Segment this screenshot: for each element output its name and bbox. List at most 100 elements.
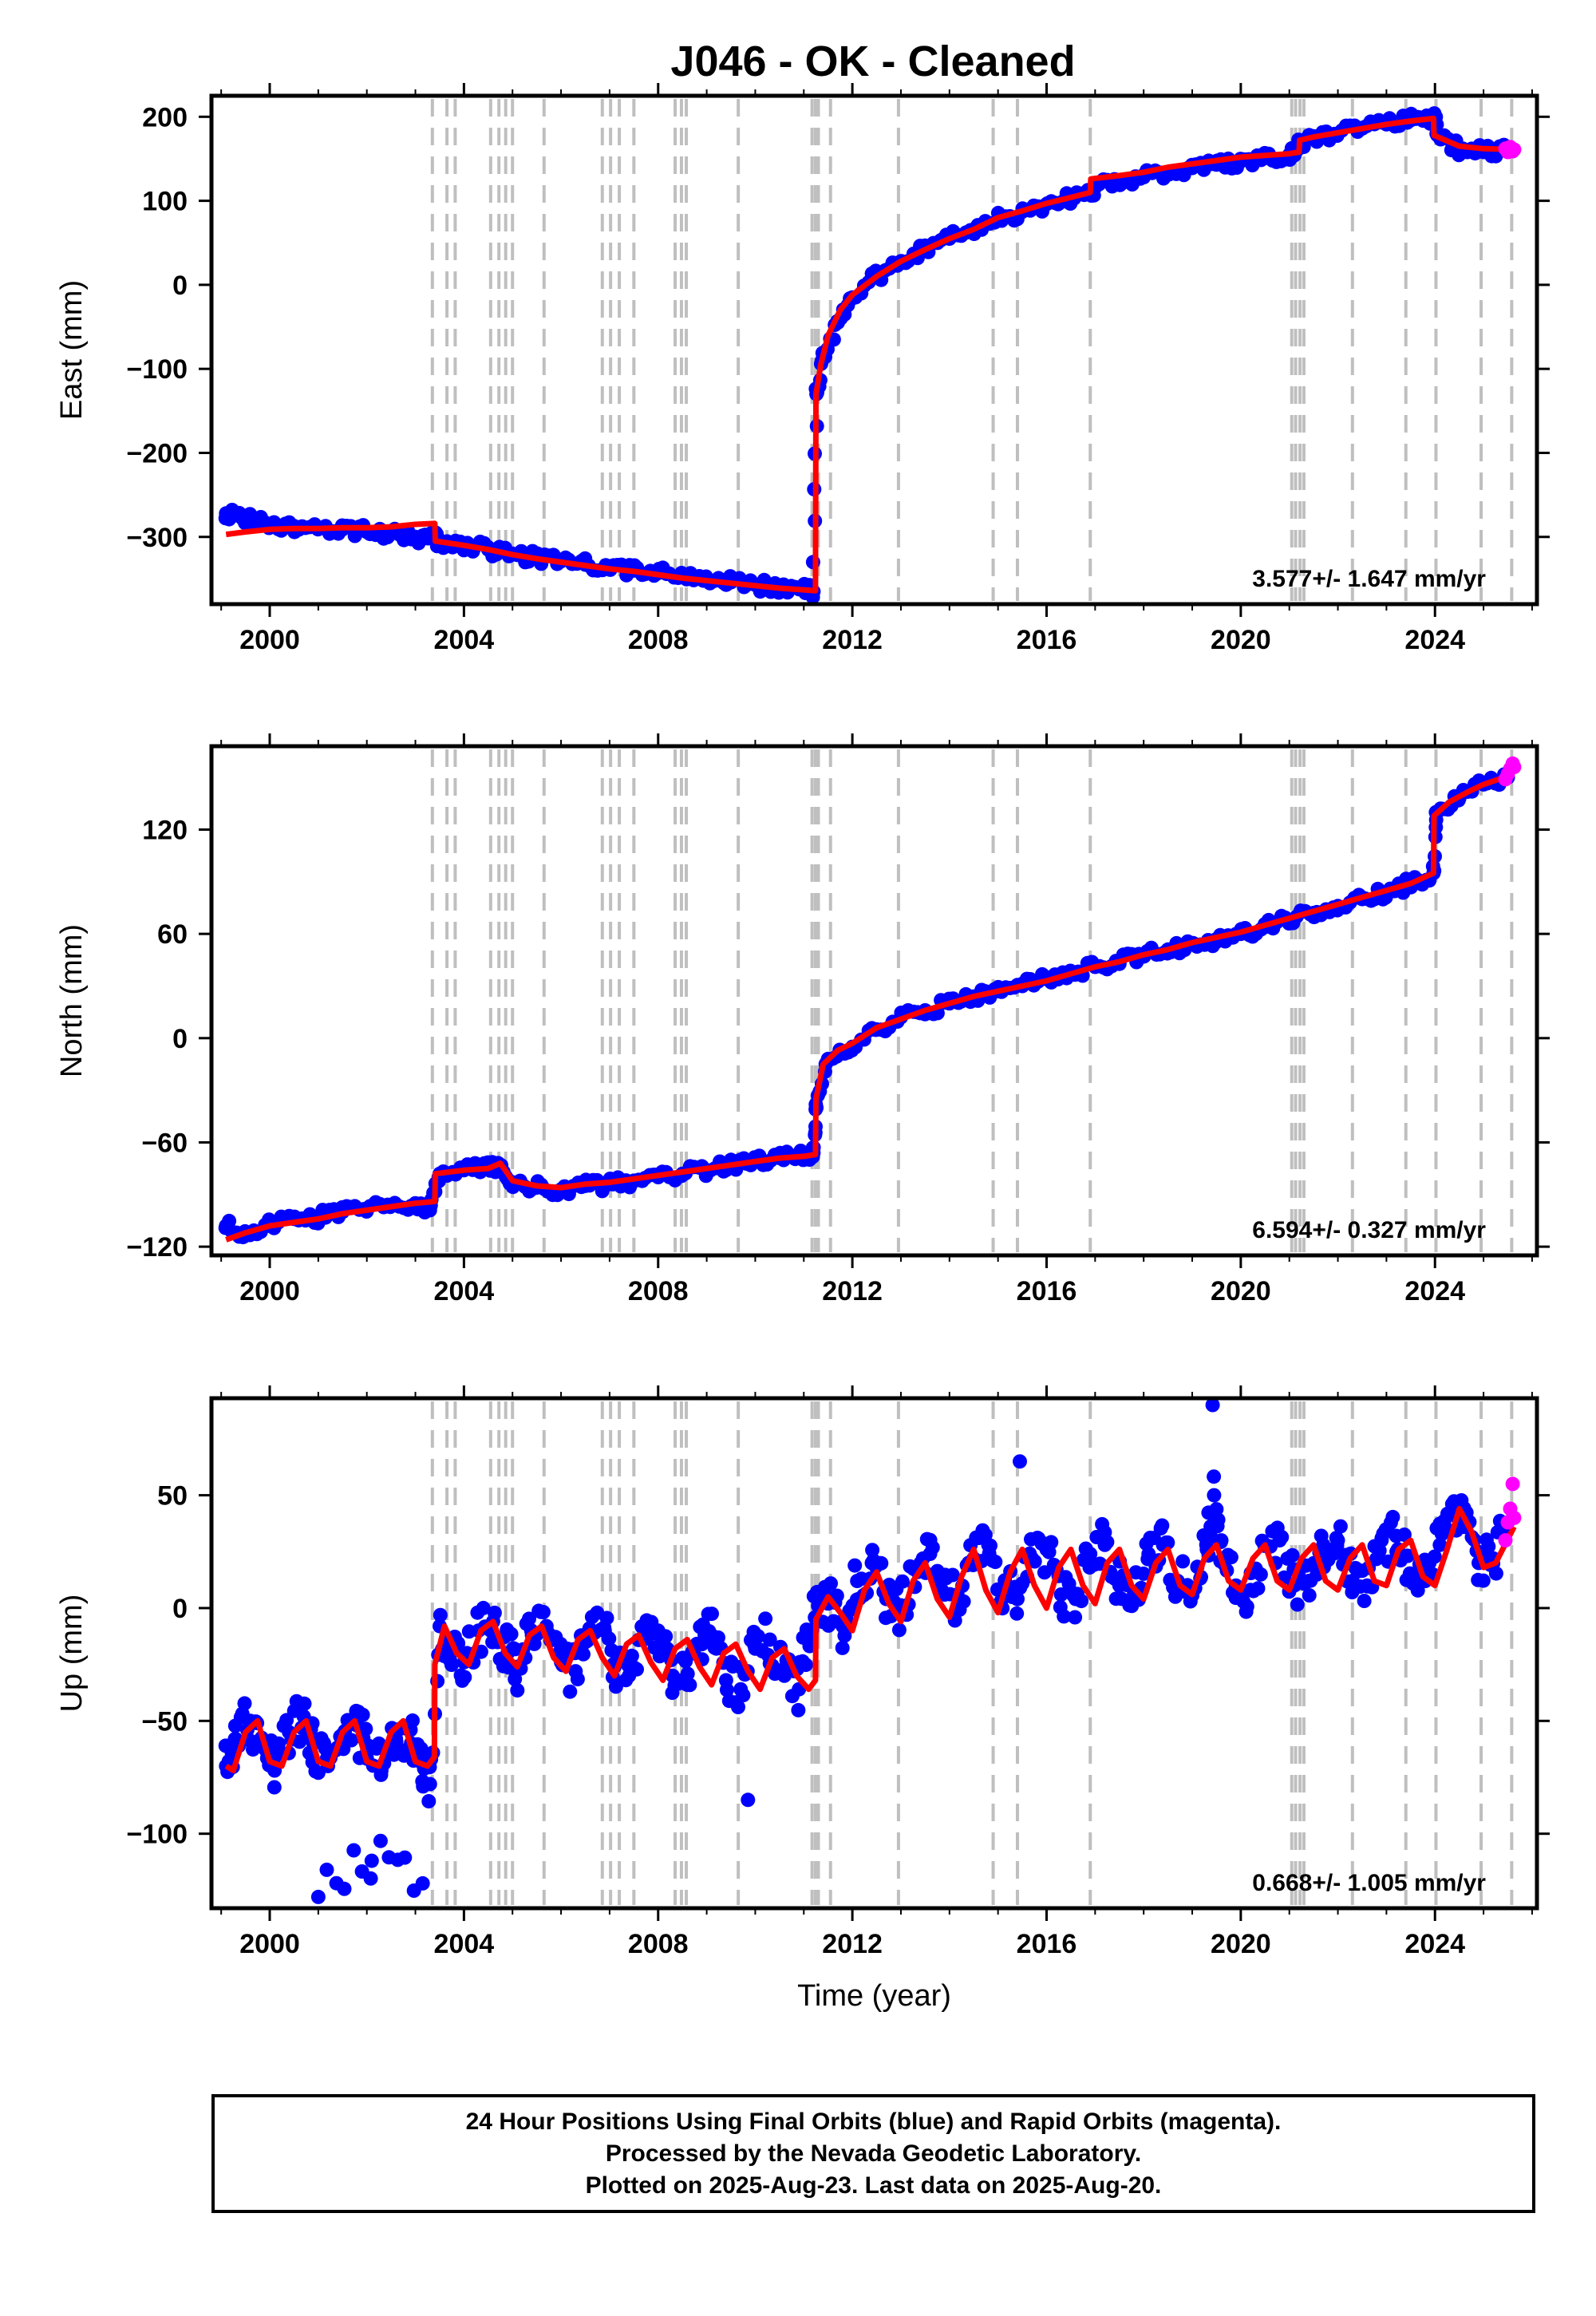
plot-area [211, 96, 1537, 604]
panels-group: 2000 2004 2008 2012 2016 2020 2024 200 100 0 −100 −… [55, 83, 1550, 2013]
final-orbit-point [865, 1543, 880, 1558]
final-orbit-point [847, 1558, 863, 1573]
final-orbit-point [733, 1682, 749, 1697]
final-orbit-point [1272, 1533, 1287, 1548]
final-orbit-point [988, 1555, 1003, 1570]
final-orbit-point [758, 1611, 773, 1626]
x-tick-label: 2008 [628, 625, 689, 655]
y-tick-label: 60 [157, 919, 188, 950]
final-orbit-point [433, 1607, 448, 1622]
x-tick-label: 2016 [1017, 1929, 1077, 1959]
x-axis-label: Time (year) [797, 1979, 951, 2013]
final-orbit-point [219, 1219, 234, 1233]
final-orbit-point [1155, 1518, 1170, 1533]
y-tick-label: 100 [142, 187, 188, 217]
final-orbit-point [751, 1629, 765, 1644]
final-orbit-point [1389, 1528, 1404, 1543]
final-orbit-point [891, 1622, 907, 1638]
final-orbit-point [1069, 1591, 1083, 1607]
final-orbit-point [624, 1648, 639, 1663]
rapid-orbit-point [1507, 760, 1522, 775]
x-tick-label: 2008 [628, 1929, 689, 1959]
final-orbit-point [1316, 1537, 1331, 1552]
footer-line-3: Plotted on 2025-Aug-23. Last data on 202… [585, 2172, 1162, 2199]
final-orbit-point [824, 1576, 838, 1591]
final-orbit-point [1009, 1606, 1025, 1621]
x-tick-label: 2020 [1211, 1276, 1271, 1306]
final-orbit-point [563, 1684, 578, 1699]
x-tick-label: 2012 [822, 1929, 883, 1959]
final-orbit-point [1136, 1566, 1151, 1581]
final-orbit-point [1400, 1548, 1416, 1563]
y-tick-label: 0 [172, 1594, 188, 1624]
final-orbit-point [1068, 1610, 1083, 1625]
final-orbit-point [1427, 1549, 1442, 1564]
final-orbit-point [731, 1700, 745, 1714]
rapid-orbit-point [1507, 142, 1522, 157]
final-orbit-point [535, 1605, 551, 1619]
final-orbit-point [650, 1623, 666, 1638]
x-tick-label: 2012 [822, 1276, 883, 1306]
final-orbit-point [748, 1641, 763, 1656]
y-tick-label: −200 [126, 438, 188, 468]
final-orbit-point [798, 1658, 813, 1673]
final-orbit-point [510, 1683, 525, 1697]
final-orbit-point [237, 1696, 252, 1711]
y-tick-label: −50 [141, 1706, 188, 1737]
final-orbit-point [1223, 1550, 1238, 1565]
final-orbit-point [1345, 1574, 1360, 1588]
final-orbit-point [1385, 1509, 1400, 1524]
final-orbit-point [922, 1547, 938, 1562]
y-axis-label: North (mm) [55, 924, 89, 1077]
final-orbit-point [576, 1646, 591, 1662]
final-orbit-point [1481, 1539, 1496, 1554]
final-orbit-point [895, 1574, 910, 1589]
final-orbit-point [1211, 1512, 1226, 1528]
final-orbit-point [568, 1664, 583, 1679]
final-orbit-point [1333, 1519, 1348, 1534]
final-orbit-point [1357, 1594, 1372, 1608]
final-orbit-point [373, 1833, 388, 1848]
x-tick-label: 2012 [822, 625, 883, 655]
final-orbit-point [415, 1875, 430, 1891]
final-orbit-point [597, 1623, 612, 1638]
chart-panel-up: 2000 2004 2008 2012 2016 2020 2024 50 0 −50 −100 Up… [55, 1385, 1550, 2013]
final-orbit-point [1010, 1591, 1025, 1607]
plot-frame [209, 744, 1539, 1258]
rapid-orbit-point [1507, 1510, 1522, 1525]
final-orbit-point [1374, 1533, 1389, 1548]
y-axis-label: East (mm) [55, 280, 89, 420]
final-orbit-point [680, 1678, 695, 1693]
final-orbit-point [1207, 1488, 1222, 1503]
x-tick-label: 2016 [1017, 1276, 1077, 1306]
final-orbit-point [319, 1862, 334, 1877]
y-tick-label: −100 [126, 1820, 188, 1850]
rate-label: 6.594+/- 0.327 mm/yr [1252, 1217, 1486, 1243]
rapid-orbit-point [1498, 1533, 1513, 1548]
x-tick-label: 2024 [1404, 1276, 1465, 1306]
final-orbit-point [694, 1637, 709, 1652]
final-orbit-point [835, 1640, 850, 1655]
final-orbit-point [522, 1611, 536, 1626]
final-orbit-point [421, 1794, 437, 1808]
final-orbit-point [1205, 1397, 1220, 1413]
final-orbit-point [981, 1537, 996, 1552]
rate-label: 3.577+/- 1.647 mm/yr [1252, 566, 1486, 592]
final-orbit-point [801, 1623, 816, 1638]
final-orbit-point [1253, 1567, 1268, 1582]
final-orbit-point [1432, 1537, 1448, 1552]
y-tick-label: 200 [142, 102, 188, 132]
final-orbit-point [408, 529, 423, 544]
final-orbit-point [864, 1555, 879, 1571]
final-orbit-point [622, 1668, 637, 1683]
model-curve [224, 1506, 1517, 1773]
final-orbit-point [762, 1632, 777, 1647]
final-orbit-point [422, 1203, 437, 1218]
final-orbit-point [1285, 1547, 1300, 1563]
final-orbit-point [1112, 1578, 1127, 1593]
final-orbit-point [705, 1607, 719, 1622]
final-orbit-point [444, 1658, 459, 1672]
final-orbit-point [267, 1780, 282, 1795]
x-tick-label: 2020 [1211, 625, 1271, 655]
